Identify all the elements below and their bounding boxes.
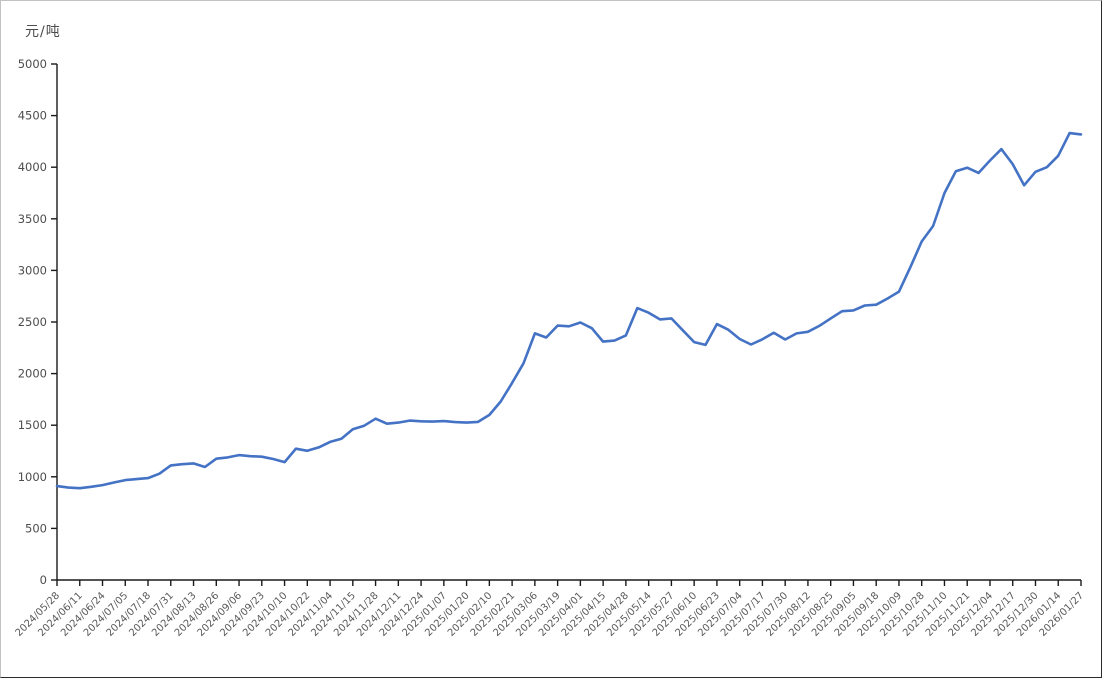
y-tick-label: 3500 [18, 212, 47, 226]
y-tick-label: 1500 [18, 418, 47, 432]
y-tick-label: 4000 [18, 160, 47, 174]
y-axis-unit-label: 元/吨 [25, 24, 61, 40]
y-tick-label: 3000 [18, 263, 47, 277]
y-tick-label: 0 [40, 573, 47, 587]
y-tick-label: 5000 [18, 57, 47, 71]
y-tick-label: 2500 [18, 315, 47, 329]
y-tick-label: 2000 [18, 367, 47, 381]
price-series-line [55, 131, 1083, 490]
y-tick-label: 500 [25, 521, 47, 535]
y-tick-label: 1000 [18, 470, 47, 484]
y-tick-label: 4500 [18, 109, 47, 123]
